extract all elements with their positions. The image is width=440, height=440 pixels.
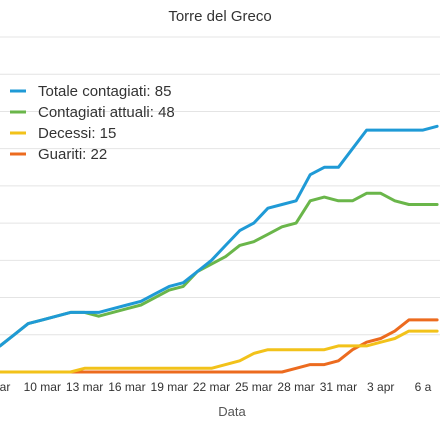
x-tick-label: 3 apr [367, 380, 394, 394]
x-axis-label: Data [218, 404, 246, 419]
x-tick-label: 6 a [415, 380, 432, 394]
x-tick-labels: mar 10 mar 13 mar 16 mar 19 mar 22 mar 25 mar 2… [0, 380, 432, 394]
x-tick-label: 16 mar [108, 380, 145, 394]
series-lines [0, 124, 439, 374]
legend-entry: Guariti: 22 [38, 146, 107, 163]
x-tick-label: 10 mar [24, 380, 61, 394]
x-tick-label: 25 mar [235, 380, 272, 394]
chart-title: Torre del Greco [168, 8, 271, 25]
x-tick-label: 31 mar [320, 380, 357, 394]
series-line-2 [0, 191, 439, 348]
series-line-1 [0, 124, 439, 348]
legend: Totale contagiati: 85 Contagiati attuali:… [10, 83, 175, 163]
legend-entry: Contagiati attuali: 48 [38, 104, 175, 121]
legend-entry: Decessi: 15 [38, 125, 116, 142]
legend-entry: Totale contagiati: 85 [38, 83, 171, 100]
series-line-3 [0, 329, 439, 374]
x-tick-label: 22 mar [193, 380, 230, 394]
x-tick-label: 13 mar [66, 380, 103, 394]
x-tick-label: mar [0, 380, 10, 394]
x-tick-label: 19 mar [151, 380, 188, 394]
x-tick-label: 28 mar [277, 380, 314, 394]
grid-lines [0, 36, 440, 336]
